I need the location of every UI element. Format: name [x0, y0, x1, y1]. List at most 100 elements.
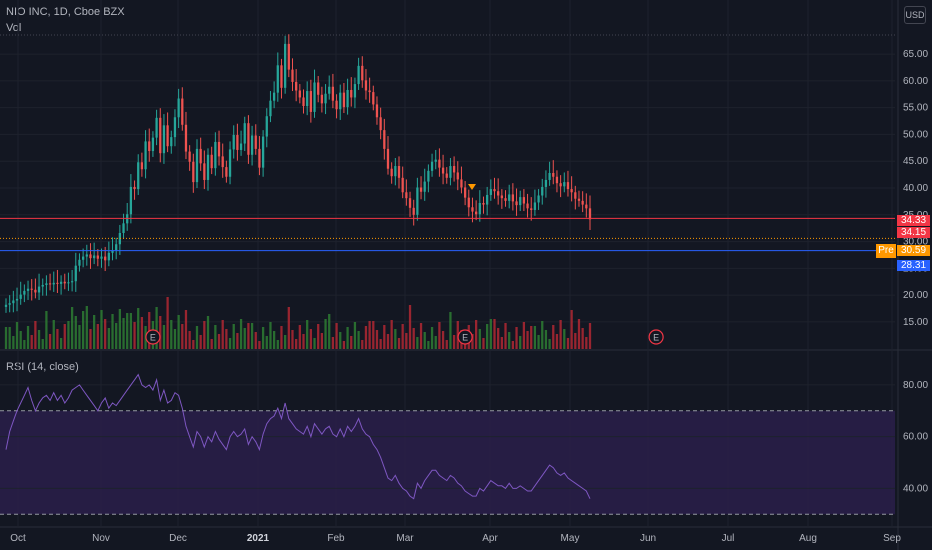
- candle[interactable]: [328, 86, 331, 94]
- candle[interactable]: [184, 124, 188, 152]
- candle[interactable]: [493, 189, 496, 192]
- candle[interactable]: [577, 198, 581, 201]
- candle[interactable]: [427, 170, 430, 182]
- candle[interactable]: [452, 166, 456, 173]
- candle[interactable]: [563, 182, 566, 187]
- candle[interactable]: [456, 172, 459, 180]
- candle[interactable]: [239, 143, 243, 150]
- candle[interactable]: [170, 137, 173, 147]
- candle[interactable]: [585, 204, 588, 209]
- candle[interactable]: [34, 289, 37, 293]
- candle[interactable]: [177, 98, 180, 118]
- candle[interactable]: [346, 89, 349, 108]
- candle[interactable]: [243, 123, 246, 144]
- candle[interactable]: [118, 233, 122, 245]
- candle[interactable]: [416, 187, 419, 215]
- candle[interactable]: [405, 192, 408, 199]
- candle[interactable]: [78, 259, 81, 266]
- candle[interactable]: [357, 65, 360, 85]
- candle[interactable]: [111, 250, 114, 253]
- candle[interactable]: [254, 135, 257, 149]
- candle[interactable]: [390, 168, 393, 177]
- candle[interactable]: [555, 176, 559, 184]
- candle[interactable]: [394, 166, 397, 177]
- candle[interactable]: [4, 304, 8, 307]
- candle[interactable]: [221, 156, 224, 168]
- candle[interactable]: [225, 167, 228, 177]
- candle[interactable]: [386, 148, 390, 169]
- candle[interactable]: [195, 148, 199, 183]
- candle[interactable]: [298, 90, 301, 98]
- candle[interactable]: [269, 100, 272, 117]
- candle[interactable]: [331, 86, 335, 101]
- candle[interactable]: [489, 189, 492, 195]
- candle[interactable]: [85, 254, 88, 257]
- candle[interactable]: [570, 189, 573, 193]
- candle[interactable]: [137, 162, 140, 190]
- candle[interactable]: [115, 244, 118, 251]
- rsi-label[interactable]: RSI (14, close): [6, 361, 79, 373]
- candle[interactable]: [511, 194, 515, 202]
- candle[interactable]: [232, 134, 235, 150]
- candle[interactable]: [8, 303, 11, 305]
- candle[interactable]: [162, 125, 166, 154]
- candle[interactable]: [423, 181, 426, 192]
- candle[interactable]: [353, 84, 357, 98]
- candle[interactable]: [272, 92, 276, 101]
- candle[interactable]: [56, 282, 59, 284]
- candle[interactable]: [375, 104, 379, 118]
- candle[interactable]: [438, 159, 441, 168]
- candle[interactable]: [26, 288, 30, 291]
- candle[interactable]: [100, 256, 103, 259]
- candle[interactable]: [228, 149, 232, 177]
- candle[interactable]: [574, 192, 577, 199]
- candle[interactable]: [548, 173, 551, 180]
- candle[interactable]: [203, 163, 206, 180]
- candle[interactable]: [74, 265, 77, 282]
- candle[interactable]: [265, 116, 268, 137]
- candle[interactable]: [155, 117, 158, 138]
- candle[interactable]: [122, 223, 125, 233]
- candle[interactable]: [261, 136, 265, 168]
- candle[interactable]: [214, 141, 217, 169]
- candle[interactable]: [478, 203, 481, 215]
- candle[interactable]: [588, 208, 592, 220]
- candle[interactable]: [397, 166, 401, 178]
- candle[interactable]: [70, 281, 74, 283]
- candle[interactable]: [449, 166, 452, 178]
- candle[interactable]: [23, 290, 26, 295]
- candle[interactable]: [37, 286, 41, 293]
- candle[interactable]: [148, 141, 151, 152]
- candle[interactable]: [276, 65, 279, 93]
- candle[interactable]: [166, 125, 169, 147]
- candle[interactable]: [206, 154, 210, 180]
- candle[interactable]: [188, 151, 191, 162]
- candle[interactable]: [508, 194, 511, 201]
- candle[interactable]: [45, 283, 48, 285]
- candle[interactable]: [581, 200, 584, 205]
- candle[interactable]: [471, 207, 474, 212]
- candle[interactable]: [482, 203, 485, 205]
- candle[interactable]: [474, 211, 478, 215]
- candle[interactable]: [463, 187, 467, 198]
- candle[interactable]: [107, 252, 110, 261]
- candle[interactable]: [401, 177, 404, 193]
- candle[interactable]: [339, 92, 342, 110]
- candle[interactable]: [210, 154, 213, 169]
- candle[interactable]: [96, 255, 99, 259]
- candle[interactable]: [280, 65, 283, 88]
- candle[interactable]: [320, 94, 324, 104]
- symbol-title[interactable]: NIO INC, 1D, Cboe BZX: [6, 6, 125, 18]
- candle[interactable]: [151, 137, 155, 152]
- candle[interactable]: [15, 298, 19, 301]
- rsi-line[interactable]: [5, 373, 591, 500]
- candle[interactable]: [530, 208, 533, 210]
- candle[interactable]: [504, 198, 507, 201]
- candle[interactable]: [140, 162, 144, 170]
- earnings-marker[interactable]: [648, 329, 664, 345]
- candle[interactable]: [30, 288, 33, 290]
- candle[interactable]: [247, 123, 250, 155]
- candle[interactable]: [408, 198, 412, 208]
- candle[interactable]: [159, 117, 162, 154]
- candle[interactable]: [342, 92, 346, 108]
